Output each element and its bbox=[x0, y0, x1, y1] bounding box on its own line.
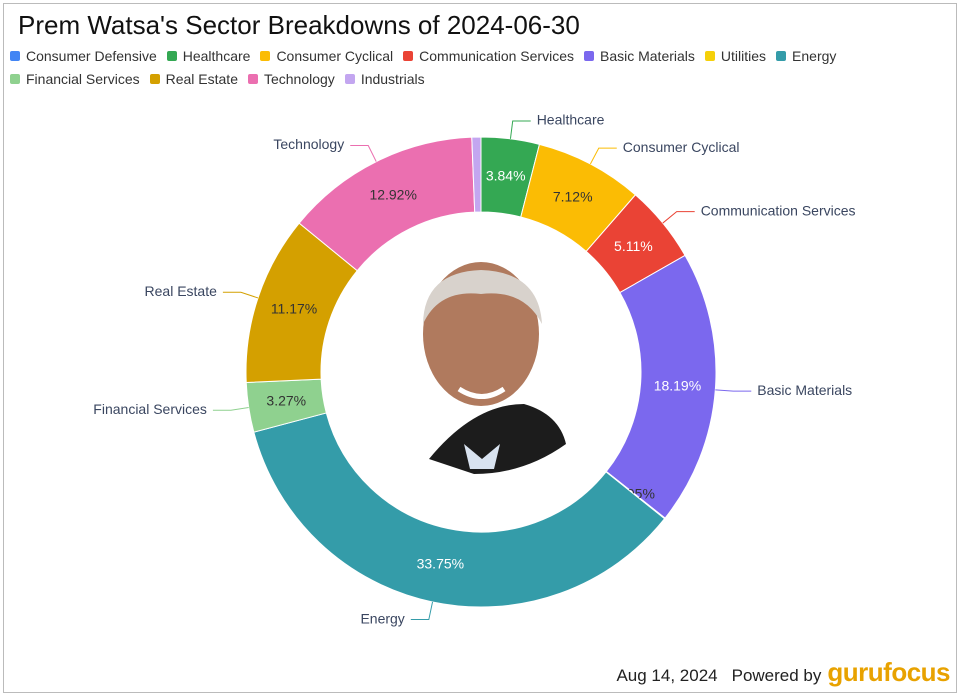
powered-by: Powered by bbox=[731, 666, 822, 685]
leader-line bbox=[212, 407, 249, 411]
brand-logo: gurufocus bbox=[827, 657, 950, 687]
legend-item[interactable]: Real Estate bbox=[149, 71, 238, 87]
legend-swatch bbox=[149, 74, 160, 84]
legend-swatch bbox=[166, 51, 177, 61]
legend-label: Technology bbox=[263, 71, 335, 87]
leader-line bbox=[410, 601, 434, 621]
legend-item[interactable]: Industrials bbox=[344, 71, 425, 87]
leader-line bbox=[350, 145, 377, 162]
chart-title: Prem Watsa's Sector Breakdowns of 2024-0… bbox=[18, 10, 580, 40]
legend-label: Consumer Cyclical bbox=[276, 48, 394, 64]
value-label: 3.27% bbox=[266, 392, 306, 408]
leader-line bbox=[222, 291, 259, 299]
legend-label: Basic Materials bbox=[599, 48, 695, 64]
value-label: 7.12% bbox=[553, 188, 593, 204]
leader-line bbox=[662, 211, 695, 224]
legend-label: Communication Services bbox=[419, 48, 574, 64]
value-label: 18.19% bbox=[654, 378, 701, 394]
donut-slice bbox=[253, 412, 666, 608]
legend-item[interactable]: Financial Services bbox=[10, 71, 140, 87]
value-label: 3.84% bbox=[486, 167, 526, 183]
legend-label: Industrials bbox=[360, 71, 425, 87]
legend-swatch bbox=[403, 51, 414, 61]
legend-item[interactable]: Consumer Defensive bbox=[10, 48, 157, 64]
footer-date: Aug 14, 2024 bbox=[616, 666, 718, 685]
legend-swatch bbox=[344, 74, 355, 84]
legend-label: Consumer Defensive bbox=[26, 48, 157, 64]
portrait bbox=[331, 222, 631, 522]
slice-label: Healthcare bbox=[537, 112, 605, 128]
legend-item[interactable]: Energy bbox=[776, 48, 836, 64]
value-label: 5.11% bbox=[614, 238, 653, 254]
donut-slice bbox=[471, 136, 482, 213]
slice-label: Communication Services bbox=[701, 202, 856, 218]
legend-label: Energy bbox=[792, 48, 837, 64]
leader-line bbox=[589, 147, 617, 165]
slice-label: Energy bbox=[360, 610, 404, 626]
legend-label: Healthcare bbox=[182, 48, 251, 64]
legend-swatch bbox=[10, 51, 20, 61]
legend-item[interactable]: Consumer Cyclical bbox=[260, 48, 393, 64]
chart-frame: Prem Watsa's Sector Breakdowns of 2024-0… bbox=[3, 3, 957, 693]
legend-item[interactable]: Basic Materials bbox=[583, 48, 695, 64]
slice-label: Basic Materials bbox=[757, 382, 852, 398]
legend-item[interactable]: Technology bbox=[247, 71, 335, 87]
legend-label: Utilities bbox=[720, 48, 767, 64]
chart: 3.84% Healthcare 7.12% Consumer Cyclical 5.1… bbox=[93, 112, 856, 627]
leader-line bbox=[509, 120, 531, 139]
legend-swatch bbox=[704, 51, 715, 61]
slice-label: Real Estate bbox=[145, 283, 218, 299]
leader-line bbox=[715, 389, 752, 392]
legend-item[interactable]: Utilities bbox=[704, 48, 767, 64]
slice-label: Financial Services bbox=[93, 401, 207, 417]
legend-swatch bbox=[10, 74, 20, 84]
legend-swatch bbox=[776, 51, 787, 61]
legend-label: Financial Services bbox=[26, 71, 140, 87]
legend-swatch bbox=[583, 51, 594, 61]
value-label: 12.92% bbox=[369, 186, 416, 202]
legend: Consumer Defensive Healthcare Consumer Cyc… bbox=[10, 48, 940, 87]
legend-item[interactable]: Healthcare bbox=[166, 48, 251, 64]
legend-swatch bbox=[260, 51, 271, 61]
footer: Aug 14, 2024 Powered by gurufocus bbox=[616, 657, 950, 688]
legend-label: Real Estate bbox=[165, 71, 238, 87]
value-label: 11.17% bbox=[271, 301, 317, 317]
value-label: 33.75% bbox=[417, 555, 464, 571]
slice-label: Consumer Cyclical bbox=[623, 139, 740, 155]
slice-label: Technology bbox=[273, 136, 344, 152]
legend-swatch bbox=[247, 74, 258, 84]
legend-item[interactable]: Communication Services bbox=[403, 48, 574, 64]
